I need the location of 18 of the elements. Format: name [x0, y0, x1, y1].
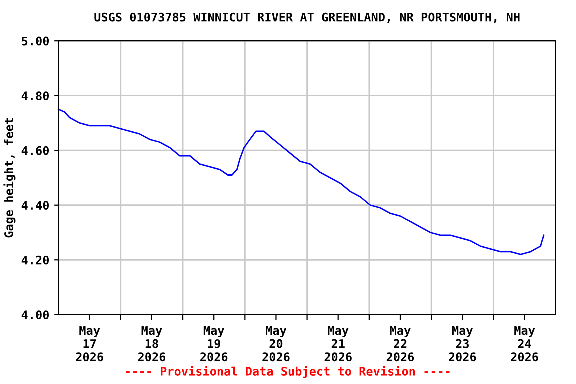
x-tick-label: May 23 2026	[449, 326, 476, 362]
text: ---- Provisional Data Subject to Revision ----	[126, 366, 450, 378]
x-tick-label: May 21 2026	[324, 326, 352, 362]
x-tick-label: May 17 2026	[76, 326, 104, 362]
x-tick-label: May 22 2026	[386, 326, 414, 362]
line-series	[58, 108, 545, 256]
x-tick-label: May 18 2026	[138, 326, 166, 362]
x-tick-label: May 24 2026	[511, 326, 538, 362]
chart-title: USGS 01073785 WINNICUT RIVER AT GREENLAND, NR PORTSMOUTH, NH	[94, 12, 520, 24]
y-tick-label: 4.20	[22, 256, 50, 265]
y-tick-label: 4.80	[22, 92, 50, 100]
y-tick-label: 5.00	[22, 36, 50, 46]
y-tick-label: 4.00	[22, 310, 50, 320]
y-tick-label: 4.60	[22, 146, 50, 156]
x-tick-label: May 20 2026	[262, 326, 290, 362]
x-tick-label: May 19 2026	[200, 326, 228, 362]
y-tick-label: 4.40	[22, 201, 50, 210]
y-axis-title: Gage height, feet	[4, 118, 16, 238]
